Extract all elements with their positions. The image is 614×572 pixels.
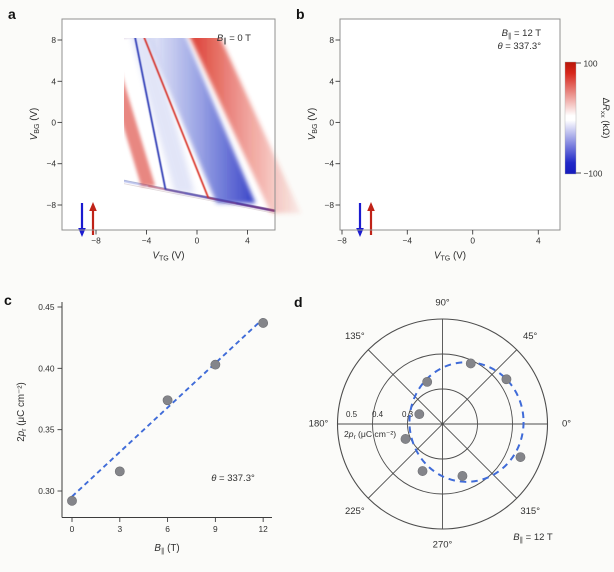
y-axis-label: VBG (V) <box>29 108 41 141</box>
x-tick-label: 6 <box>165 524 170 534</box>
polar-angle-label: 45° <box>523 331 538 342</box>
x-tick-label: 0 <box>195 236 200 246</box>
data-point <box>67 495 77 506</box>
linear-fit-dashed-line <box>71 317 264 498</box>
y-tick-label: 8 <box>329 35 334 45</box>
y-tick-label: 8 <box>51 35 56 45</box>
polar-data-point <box>515 452 526 462</box>
polar-data-point <box>414 409 425 420</box>
x-tick-label: −8 <box>91 236 101 246</box>
field-annotation: B∥ = 12 T <box>502 28 542 40</box>
transition-tail-bottom <box>235 202 276 212</box>
y-tick-label: 4 <box>329 76 334 86</box>
y-tick-label: 0.30 <box>38 486 55 496</box>
data-point <box>114 466 125 477</box>
polar-data-point <box>465 358 476 369</box>
x-tick-label: 12 <box>258 524 268 534</box>
polar-data-point <box>417 466 428 476</box>
panel-b-heatmap: −8 −4 0 4 8 4 0 −4 −8 VBG (V) VTG (V) B∥ = 12 Tθ = … <box>307 18 561 263</box>
sweep-down-arrowhead <box>356 228 364 237</box>
polar-spoke <box>367 349 518 499</box>
x-tick-label: 9 <box>213 524 218 534</box>
data-point <box>162 395 173 406</box>
x-tick-label: 0 <box>470 236 475 246</box>
y-tick-label: 0.35 <box>38 425 55 435</box>
x-tick-label: 0 <box>70 524 75 534</box>
x-axis-label: VTG (V) <box>152 251 184 263</box>
panel-d-polar: 0° 45° 90° 135° 180° 225° 270° 315° 0.5 0.4 0.3 2pr… <box>309 298 572 551</box>
data-point <box>258 318 269 328</box>
field-annotation: θ = 337.3° <box>497 41 541 52</box>
colorbar-axis-label: ΔRxx (kΩ) <box>599 98 611 139</box>
x-axis-label: B∥ (T) <box>154 543 179 555</box>
sweep-up-arrowhead <box>367 202 375 211</box>
polar-angle-label: 270° <box>433 540 453 551</box>
radial-tick-label: 0.4 <box>372 410 384 419</box>
panel-a-heatmap: −8 −4 0 4 8 4 0 −4 −8 VBG (V) VTG (V) B∥ = 0 T <box>29 18 301 263</box>
radial-tick-label: 0.3 <box>402 410 414 419</box>
y-tick-label: −4 <box>46 159 56 169</box>
domain-wall-line <box>124 183 276 214</box>
data-point <box>210 359 221 370</box>
polar-angle-label: 135° <box>345 331 365 342</box>
colorbar: 100 −100 ΔRxx (kΩ) <box>564 59 611 179</box>
field-annotation: B∥ = 0 T <box>217 33 251 45</box>
radial-tick-label: 0.5 <box>346 410 358 419</box>
plot-frame <box>339 18 561 231</box>
transition-line-red-line <box>143 38 210 199</box>
polar-angle-label: 90° <box>435 298 450 309</box>
x-tick-label: 3 <box>117 524 122 534</box>
polar-data-point <box>457 471 468 481</box>
colorbar-max-label: 100 <box>584 59 598 69</box>
x-tick-label: −8 <box>337 236 347 246</box>
panel-letter-c: c <box>4 292 12 308</box>
panel-letter-a: a <box>8 6 16 22</box>
x-tick-label: 4 <box>536 236 541 246</box>
y-tick-label: 0 <box>329 117 334 127</box>
x-axis-label: VTG (V) <box>434 251 466 263</box>
sweep-down-arrowhead <box>78 228 86 237</box>
y-axis-label: VBG (V) <box>307 108 319 141</box>
colorbar-gradient-bar <box>564 61 577 175</box>
sweep-up-arrowhead <box>89 202 97 211</box>
panel-letter-b: b <box>296 6 305 22</box>
y-tick-label: 0.45 <box>38 302 55 312</box>
y-tick-label: −4 <box>324 159 334 169</box>
radial-axis-label: 2pr (μC cm⁻²) <box>344 429 396 441</box>
polar-data-point <box>501 374 512 385</box>
x-tick-label: −4 <box>142 236 152 246</box>
plot-frame <box>61 18 276 231</box>
transition-band-red-strong <box>190 38 301 214</box>
x-tick-label: −4 <box>403 236 413 246</box>
polar-angle-label: 315° <box>520 506 540 517</box>
y-tick-label: 0.40 <box>38 363 55 373</box>
polar-angle-label: 0° <box>562 419 571 430</box>
y-tick-label: 0 <box>51 117 56 127</box>
x-tick-label: 4 <box>245 236 250 246</box>
angle-annotation: θ = 337.3° <box>211 473 255 484</box>
y-tick-label: −8 <box>46 200 56 210</box>
polar-data-point <box>422 377 433 387</box>
y-tick-label: −8 <box>324 200 334 210</box>
plot-background <box>340 19 560 230</box>
transition-band-blue-strong <box>147 38 256 204</box>
polar-angle-label: 225° <box>345 506 365 517</box>
polar-fit-dashed-ellipse <box>408 361 525 483</box>
panel-c-scatter: 0.45 0.40 0.35 0.30 0 3 6 9 12 2pr (μC cm⁻²) B∥ (T… <box>16 302 272 555</box>
panel-letter-d: d <box>294 294 303 310</box>
field-annotation: B∥ = 12 T <box>513 532 553 544</box>
y-tick-label: 4 <box>51 76 56 86</box>
polar-data-point <box>400 434 411 444</box>
polar-angle-label: 180° <box>309 419 329 430</box>
y-axis-label: 2pr (μC cm⁻²) <box>16 382 28 441</box>
transition-band-blue-wash <box>131 38 195 194</box>
colorbar-min-label: −100 <box>584 169 603 179</box>
